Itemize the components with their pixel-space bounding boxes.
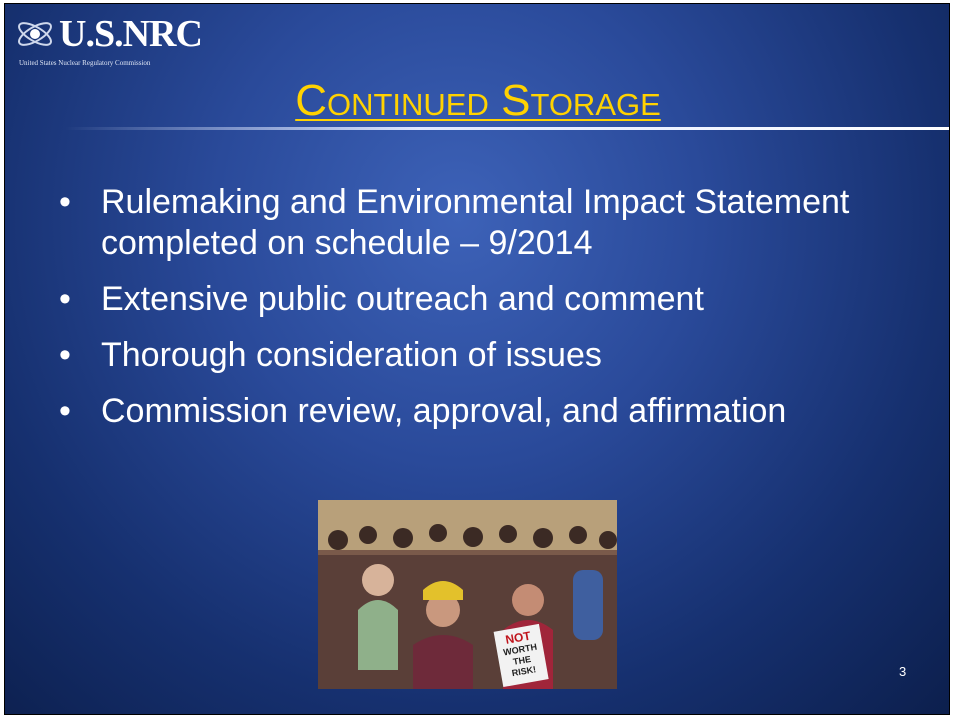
bullet: Thorough consideration of issues — [57, 335, 937, 376]
bullet: Extensive public outreach and comment — [57, 279, 937, 320]
bullet: Commission review, approval, and affirma… — [57, 391, 937, 432]
page: {"header": {"logo": "U.S.NRC", "logo_sub… — [0, 0, 956, 721]
title-rule — [65, 127, 949, 130]
logo: U.S.NRC United States Nuclear Regulatory… — [13, 10, 223, 70]
slide: U.S.NRC United States Nuclear Regulatory… — [4, 3, 950, 715]
page-number: 3 — [899, 664, 906, 679]
slide-title: Continued Storage — [5, 76, 950, 126]
logo-subtitle: United States Nuclear Regulatory Commiss… — [19, 59, 150, 67]
logo-text: U.S.NRC — [59, 12, 202, 56]
logo-icon — [13, 10, 61, 58]
bullet-list: Rulemaking and Environmental Impact Stat… — [57, 182, 937, 447]
bullet: Rulemaking and Environmental Impact Stat… — [57, 182, 937, 264]
